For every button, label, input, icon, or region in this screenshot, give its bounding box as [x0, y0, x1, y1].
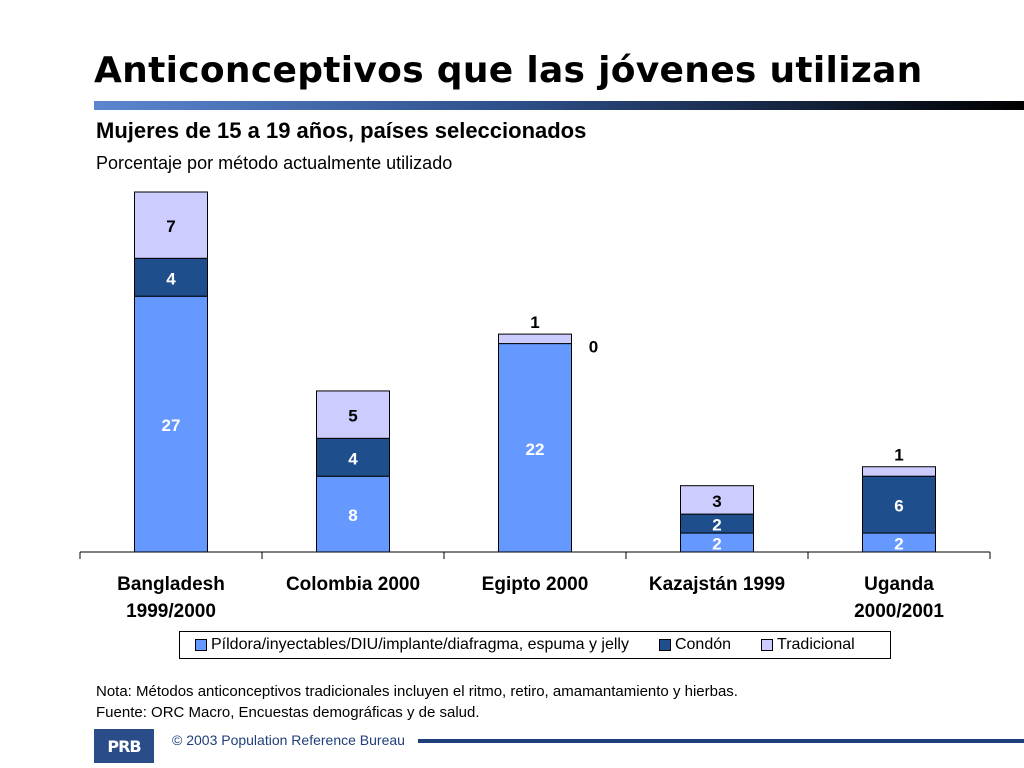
- data-label-kazajstan-1999-pill: 2: [712, 535, 721, 554]
- legend-item-condom: Condón: [658, 636, 732, 654]
- data-label-colombia-2000-condom: 4: [348, 449, 358, 468]
- data-label-egipto-2000-pill: 22: [526, 440, 545, 459]
- data-label-colombia-2000-traditional: 5: [348, 407, 357, 426]
- data-label-bangladesh-traditional: 7: [166, 217, 175, 236]
- x-tick-label-bangladesh: 1999/2000: [126, 601, 216, 622]
- data-label-uganda-condom: 6: [894, 497, 903, 516]
- bar-bangladesh-condom: [134, 257, 208, 297]
- prb-logo: PRB: [94, 729, 154, 763]
- bar-colombia-2000-pill: [316, 475, 390, 553]
- footnote-source: Fuente: ORC Macro, Encuestas demográfica…: [96, 704, 480, 721]
- slide-title: Anticonceptivos que las jóvenes utilizan: [94, 50, 923, 91]
- x-tick-label-egipto-2000: Egipto 2000: [482, 574, 589, 595]
- x-tick-label-uganda: 2000/2001: [854, 601, 944, 622]
- copyright-text: © 2003 Population Reference Bureau: [172, 732, 405, 748]
- bar-uganda-traditional: [862, 466, 936, 477]
- legend-swatch-condom: [658, 639, 671, 651]
- x-tick-label-colombia-2000: Colombia 2000: [286, 574, 420, 595]
- chart-legend: Píldora/inyectables/DIU/implante/diafrag…: [179, 631, 891, 659]
- bar-uganda-condom: [862, 475, 936, 534]
- legend-label-traditional: Tradicional: [777, 636, 855, 653]
- stacked-bar-chart: 27 4 7 Bangladesh 1999/2000 8 4 5 Colombia 2000 2…: [79, 191, 991, 622]
- legend-item-pill: Píldora/inyectables/DIU/implante/diafrag…: [195, 636, 629, 654]
- footnote-note: Nota: Métodos anticonceptivos tradiciona…: [96, 683, 738, 700]
- data-label-uganda-traditional: 1: [894, 446, 903, 465]
- legend-swatch-pill: [195, 639, 207, 651]
- footer-rule: [418, 739, 1024, 743]
- data-label-bangladesh-pill: 27: [162, 416, 181, 435]
- data-label-egipto-2000-traditional: 1: [530, 313, 539, 332]
- data-label-kazajstan-1999-traditional: 3: [712, 492, 721, 511]
- legend-item-traditional: Tradicional: [761, 636, 855, 654]
- bar-kazajstan-1999-traditional: [680, 485, 754, 515]
- legend-label-pill: Píldora/inyectables/DIU/implante/diafrag…: [211, 636, 629, 653]
- title-underline: [94, 101, 1024, 110]
- slide-subtitle: Mujeres de 15 a 19 años, países seleccio…: [96, 118, 587, 143]
- x-tick-label-kazajstan-1999: Kazajstán 1999: [649, 574, 785, 595]
- data-label-bangladesh-condom: 4: [166, 269, 176, 288]
- legend-label-condom: Condón: [674, 636, 732, 653]
- data-label-kazajstan-1999-condom: 2: [712, 516, 721, 535]
- bar-colombia-2000-traditional: [316, 390, 390, 439]
- bar-bangladesh-pill: [134, 295, 208, 553]
- bar-colombia-2000-condom: [316, 437, 390, 477]
- chart-description: Porcentaje por método actualmente utiliz…: [96, 153, 453, 173]
- data-label-colombia-2000-pill: 8: [348, 506, 357, 525]
- footnote: Nota: Métodos anticonceptivos tradiciona…: [96, 681, 738, 723]
- data-label-uganda-pill: 2: [894, 535, 903, 554]
- x-tick-label-bangladesh: Bangladesh: [117, 574, 225, 595]
- data-label-egipto-2000-condom: 0: [589, 338, 598, 357]
- bar-bangladesh-traditional: [134, 191, 208, 259]
- legend-swatch-traditional: [761, 639, 774, 651]
- bar-egipto-2000-traditional: [498, 333, 572, 345]
- x-tick-label-uganda: Uganda: [864, 574, 934, 595]
